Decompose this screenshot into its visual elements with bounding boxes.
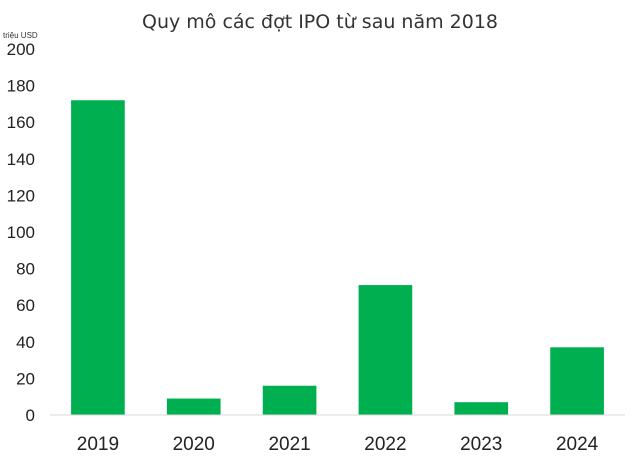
y-axis-ticks: 0 20 40 60 80 100 120 140 160 180 200: [7, 40, 35, 425]
x-tick-label: 2019: [77, 434, 119, 455]
y-axis-unit-label: triệu USD: [3, 31, 38, 40]
x-tick-label: 2022: [364, 434, 406, 455]
y-tick-label: 100: [7, 223, 35, 242]
x-tick-label: 2024: [556, 434, 599, 455]
y-tick-label: 160: [7, 113, 35, 132]
bar-2020: [166, 398, 221, 415]
y-tick-label: 180: [7, 77, 35, 96]
y-tick-label: 80: [16, 260, 35, 279]
bar-2024: [550, 347, 604, 415]
x-tick-label: 2021: [268, 434, 310, 455]
bar-2019: [71, 100, 125, 416]
y-tick-label: 120: [7, 186, 35, 205]
y-tick-label: 140: [7, 150, 35, 169]
y-tick-label: 200: [7, 40, 35, 59]
bars: [71, 100, 604, 416]
x-tick-label: 2023: [460, 434, 502, 455]
x-axis-ticks: 2019 2020 2021 2022 2023 2024: [77, 434, 599, 455]
bar-2023: [454, 402, 509, 415]
bar-2021: [262, 385, 317, 415]
y-tick-label: 60: [16, 296, 35, 315]
x-tick-label: 2020: [173, 434, 215, 455]
chart-title: Quy mô các đợt IPO từ sau năm 2018: [142, 11, 498, 33]
y-tick-label: 20: [16, 369, 35, 388]
y-tick-label: 40: [16, 333, 35, 352]
y-tick-label: 0: [26, 406, 35, 425]
bar-2022: [358, 285, 413, 415]
